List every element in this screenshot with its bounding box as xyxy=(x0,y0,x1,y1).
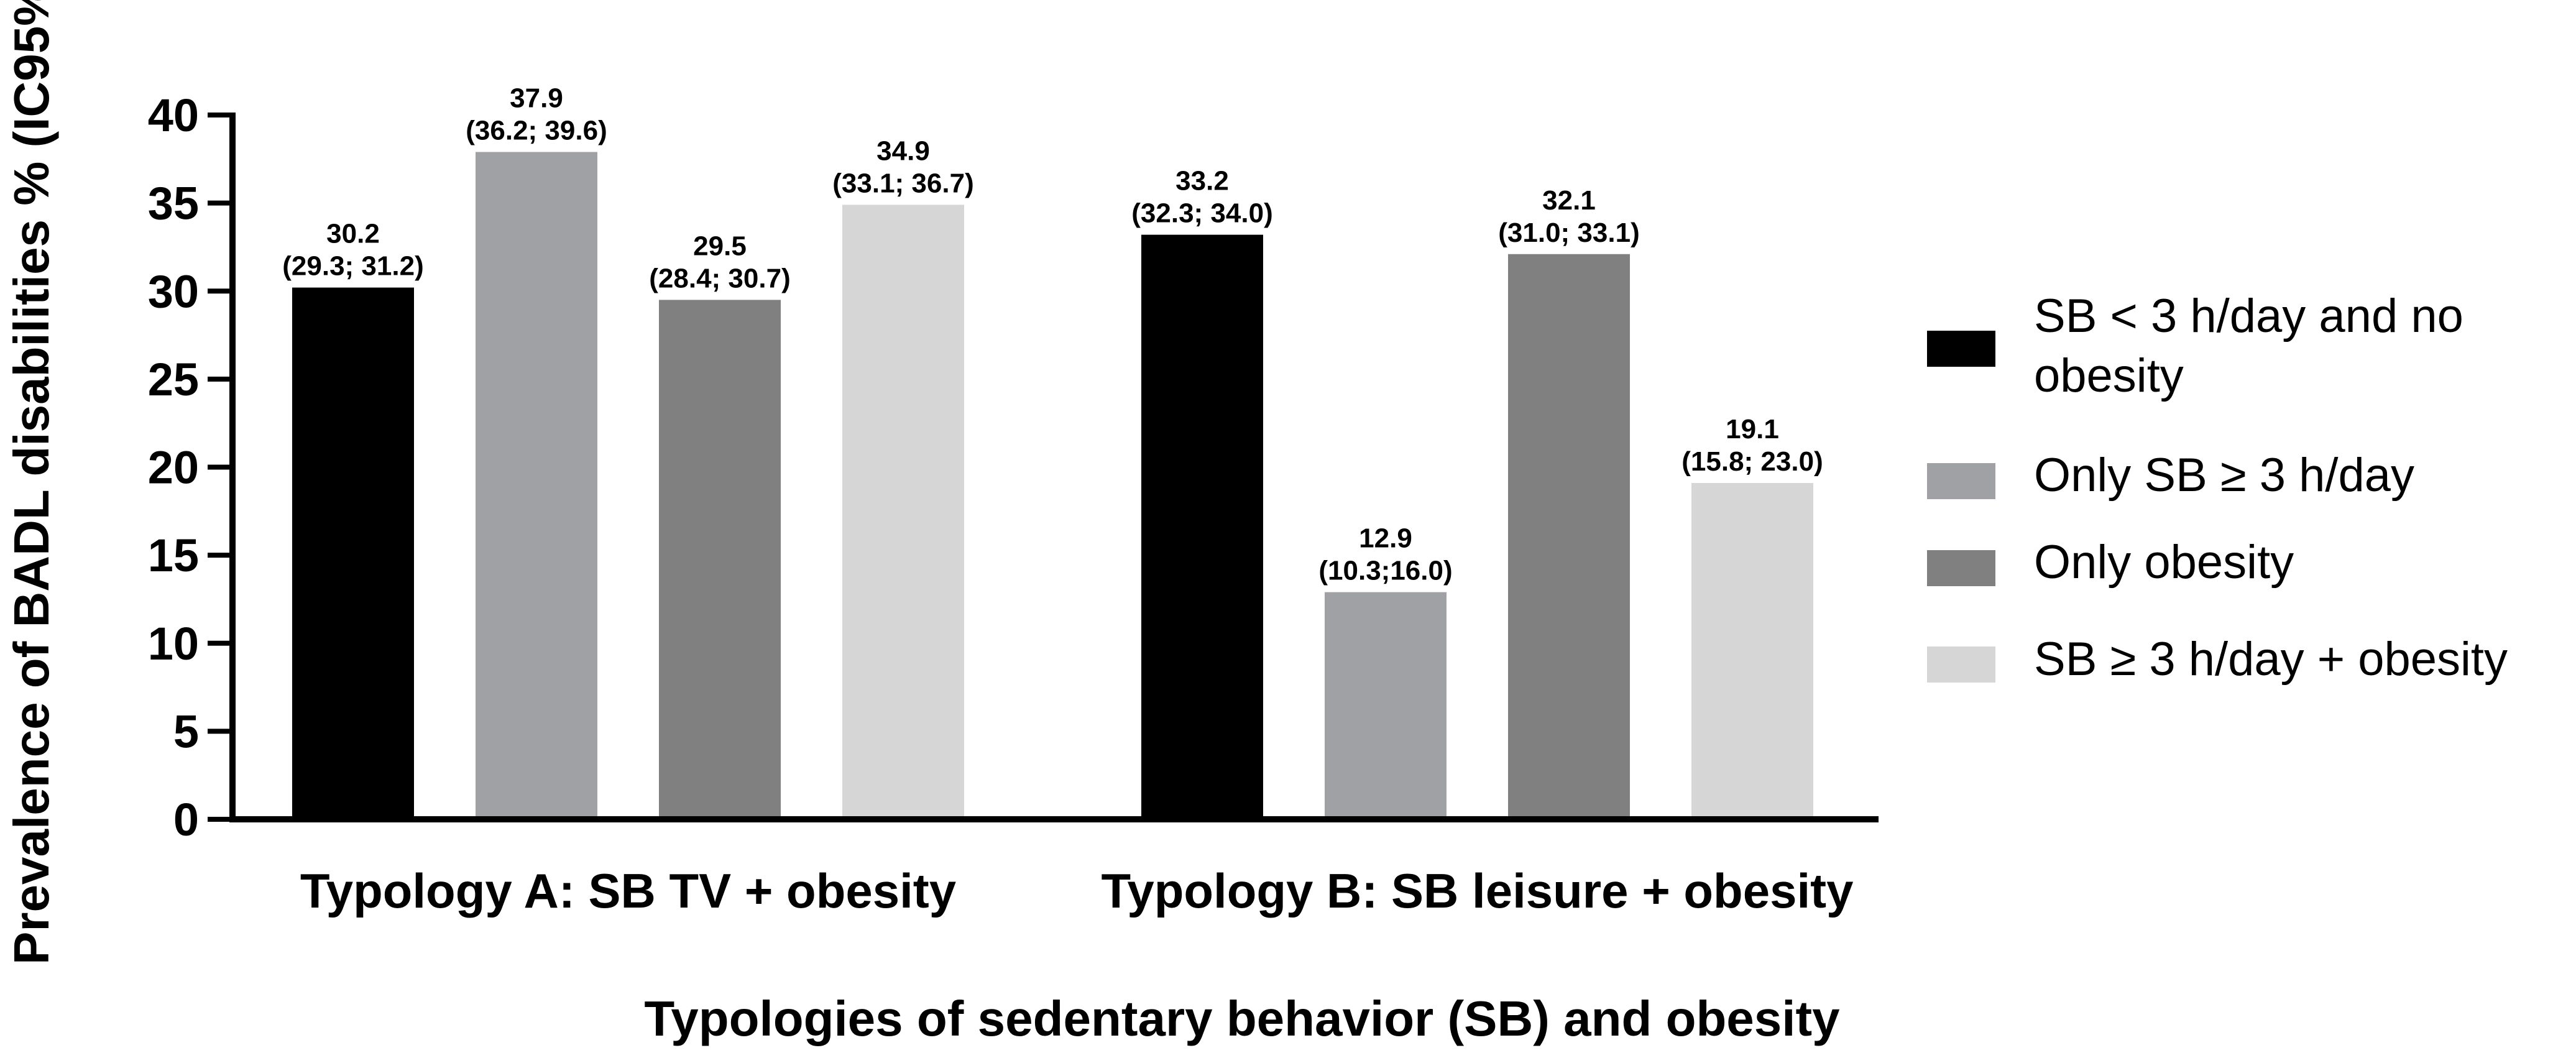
bar xyxy=(476,152,597,819)
bar xyxy=(659,300,781,820)
bar-value-label: 32.1 xyxy=(1542,185,1596,216)
bar-ci-label: (33.1; 36.7) xyxy=(832,168,973,198)
bar-ci-label: (15.8; 23.0) xyxy=(1681,446,1823,477)
legend-label: SB ≥ 3 h/day + obesity xyxy=(2034,633,2508,686)
bars-layer xyxy=(292,152,1813,820)
legend-swatch xyxy=(1927,331,1995,367)
y-tick-label: 10 xyxy=(148,618,199,669)
bar-value-label: 12.9 xyxy=(1359,523,1412,554)
bar-value-label: 29.5 xyxy=(693,231,747,261)
bar-value-label: 30.2 xyxy=(326,219,380,249)
x-tick-label: Typology B: SB leisure + obesity xyxy=(1102,863,1854,918)
legend: SB < 3 h/day and no obesity Only SB ≥ 3 h/… xyxy=(1927,290,2508,686)
axes-layer: Typology A: SB TV + obesity Typology B: S… xyxy=(148,90,1879,918)
bar xyxy=(842,205,964,819)
bar-value-label: 33.2 xyxy=(1175,166,1229,196)
y-tick-label: 5 xyxy=(173,706,199,757)
y-tick-label: 40 xyxy=(148,90,199,141)
bar-value-label: 34.9 xyxy=(876,136,930,166)
bar xyxy=(1141,234,1263,819)
bar-ci-label: (10.3;16.0) xyxy=(1318,556,1452,586)
y-tick-label: 0 xyxy=(173,794,199,845)
bar-ci-label: (28.4; 30.7) xyxy=(649,263,790,293)
bar-value-label: 19.1 xyxy=(1726,414,1779,444)
bar-ci-label: (32.3; 34.0) xyxy=(1131,198,1272,229)
bar xyxy=(1691,482,1813,819)
bar-labels-layer: 30.2(29.3; 31.2) 37.9(36.2; 39.6) 29.5(28.… xyxy=(282,83,1823,586)
legend-swatch xyxy=(1927,646,1995,683)
y-tick-label: 30 xyxy=(148,265,199,317)
legend-swatch xyxy=(1927,463,1995,499)
legend-label: Only SB ≥ 3 h/day xyxy=(2034,449,2414,502)
legend-label: obesity xyxy=(2034,349,2184,402)
bar xyxy=(1325,592,1447,819)
legend-label: SB < 3 h/day and no xyxy=(2034,290,2463,343)
bar-ci-label: (29.3; 31.2) xyxy=(282,251,423,282)
x-axis-title: Typologies of sedentary behavior (SB) an… xyxy=(644,991,1840,1046)
bar xyxy=(1508,254,1630,820)
bar xyxy=(292,287,414,820)
x-tick-label: Typology A: SB TV + obesity xyxy=(300,863,956,918)
y-tick-label: 15 xyxy=(148,530,199,581)
legend-label: Only obesity xyxy=(2034,536,2294,589)
bar-ci-label: (36.2; 39.6) xyxy=(466,115,607,145)
bar-value-label: 37.9 xyxy=(510,83,563,113)
y-tick-label: 20 xyxy=(148,442,199,494)
legend-swatch xyxy=(1927,550,1995,586)
bar-ci-label: (31.0; 33.1) xyxy=(1498,218,1639,248)
y-axis-title: Prevalence of BADL disabilities % (IC95%… xyxy=(4,0,59,965)
y-tick-label: 35 xyxy=(148,178,199,229)
y-tick-label: 25 xyxy=(148,354,199,405)
